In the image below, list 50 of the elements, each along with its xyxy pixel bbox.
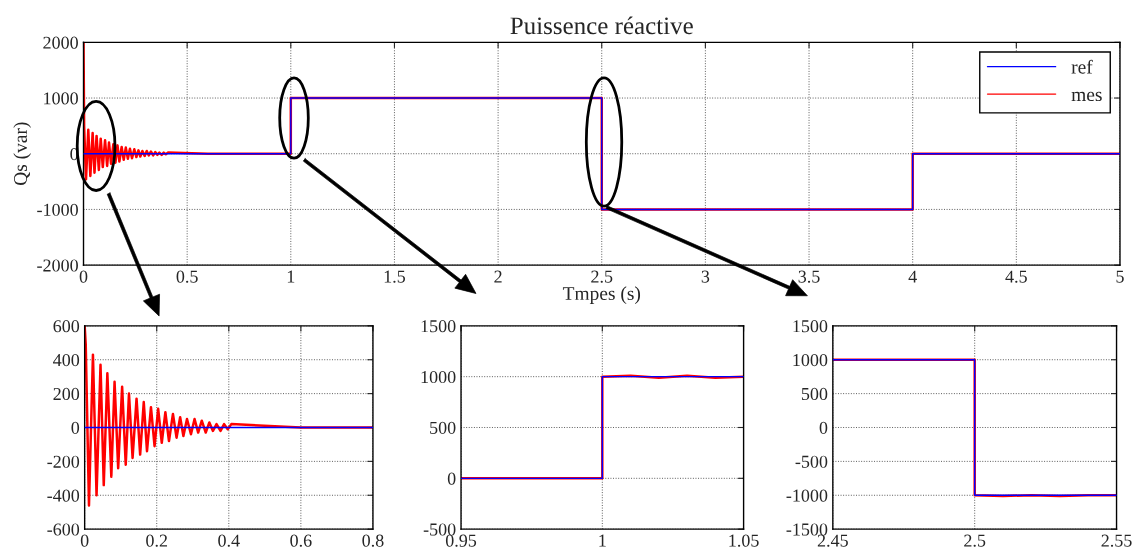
x-tick-label: 4	[908, 270, 917, 283]
y-tick-label: 1000	[793, 353, 828, 367]
x-tick-label: 0.5	[176, 270, 198, 283]
y-tick-label: 1500	[421, 320, 456, 333]
x-tick-label: 1.5	[384, 270, 406, 283]
x-tick-label: 3	[701, 270, 710, 283]
x-tick-label: 1	[287, 270, 295, 283]
x-tick-label: 2.55	[1101, 534, 1132, 547]
y-tick-label: -1500	[786, 523, 828, 536]
y-tick-label: 1000	[44, 92, 78, 105]
legend-label: ref	[1071, 59, 1093, 74]
y-tick-label: -1000	[786, 489, 828, 502]
y-tick-label: 200	[53, 387, 80, 401]
x-tick-label: 1.05	[729, 534, 759, 547]
x-tick-label: 0.6	[290, 534, 312, 547]
x-tick-label: 2	[494, 270, 502, 283]
x-tick-label: 3.5	[798, 270, 820, 283]
y-tick-label: -500	[795, 455, 828, 468]
y-tick-label: -600	[47, 523, 80, 536]
x-tick-label: 1	[599, 534, 606, 547]
x-tick-label: 2.5	[964, 534, 986, 547]
y-tick-label: -400	[47, 489, 80, 502]
y-tick-label: -200	[47, 455, 80, 468]
y-tick-label: 0	[819, 421, 828, 434]
x-tick-label: 2.45	[817, 534, 848, 547]
y-tick-label: -500	[423, 523, 456, 536]
y-axis-title: Qs (var)	[13, 122, 31, 186]
y-tick-label: 500	[430, 421, 456, 434]
chart-title: Puissence réactive	[510, 16, 693, 35]
y-tick-label: 0	[447, 472, 456, 485]
x-tick-label: 4.5	[1005, 270, 1027, 283]
y-tick-label: 400	[53, 353, 80, 367]
legend-label: mes	[1071, 91, 1102, 102]
x-tick-label: 0.4	[218, 534, 240, 547]
y-tick-label: 1000	[421, 370, 456, 384]
x-tick-label: 0.8	[362, 534, 384, 547]
y-tick-label: -2000	[37, 259, 78, 272]
y-tick-label: 500	[801, 387, 828, 401]
y-tick-label: -1000	[37, 203, 78, 216]
x-tick-label: 2.5	[591, 270, 613, 283]
x-tick-label: 5	[1116, 270, 1124, 283]
x-tick-label: 0	[80, 534, 89, 547]
x-axis-title: Tmpes (s)	[562, 286, 641, 304]
x-tick-label: 0.95	[445, 534, 477, 547]
y-tick-label: 0	[71, 421, 80, 434]
y-tick-label: 600	[53, 320, 80, 333]
x-tick-label: 0.2	[146, 534, 168, 547]
y-tick-label: 1500	[793, 320, 828, 333]
y-tick-label: 2000	[43, 36, 78, 49]
x-tick-label: 0	[79, 270, 88, 283]
